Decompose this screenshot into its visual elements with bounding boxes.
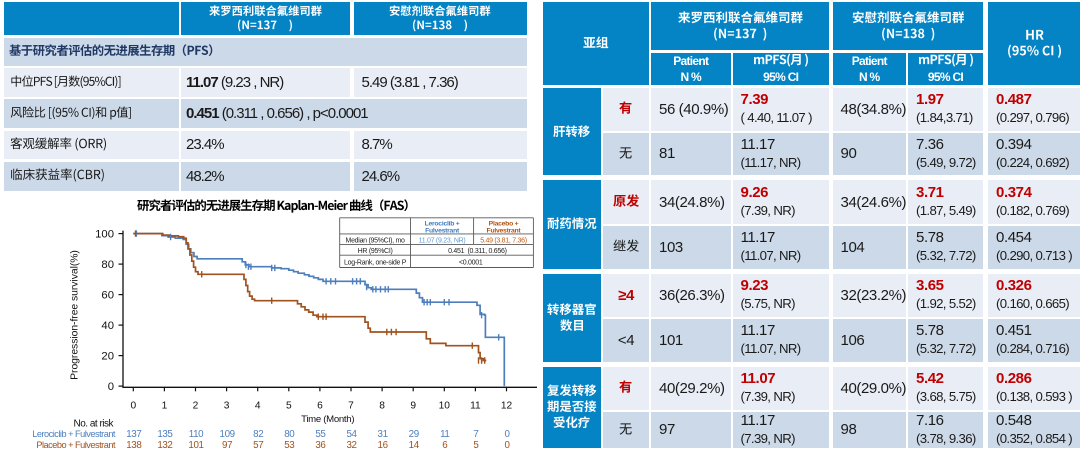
svg-text:4: 4 — [255, 400, 261, 411]
svg-text:<0.0001: <0.0001 — [459, 259, 483, 266]
svg-text:14: 14 — [409, 440, 420, 451]
svg-text:40: 40 — [101, 320, 114, 332]
svg-text:53: 53 — [284, 440, 295, 451]
svg-text:5.49 (3.81, 7.36): 5.49 (3.81, 7.36) — [480, 238, 527, 245]
svg-text:97: 97 — [222, 440, 232, 451]
svg-text:0: 0 — [504, 440, 510, 451]
svg-text:HR (95%CI): HR (95%CI) — [358, 248, 393, 255]
svg-text:Fulvestrant: Fulvestrant — [487, 228, 522, 235]
svg-text:137: 137 — [126, 429, 141, 440]
svg-text:Log-Rank, one-side P: Log-Rank, one-side P — [344, 259, 407, 266]
svg-text:8: 8 — [379, 400, 385, 411]
svg-text:Placebo +: Placebo + — [489, 221, 519, 228]
svg-text:Fulvestrant: Fulvestrant — [425, 228, 460, 235]
svg-text:57: 57 — [253, 440, 263, 451]
svg-text:82: 82 — [253, 429, 263, 440]
svg-text:138: 138 — [126, 440, 142, 451]
svg-text:55: 55 — [315, 429, 326, 440]
svg-text:6: 6 — [442, 440, 448, 451]
svg-text:101: 101 — [188, 440, 203, 451]
svg-text:7: 7 — [348, 400, 354, 411]
svg-text:11.07 (9.23, NR): 11.07 (9.23, NR) — [419, 238, 466, 245]
svg-text:0.451 (0.311, 0.656): 0.451 (0.311, 0.656) — [448, 248, 506, 255]
svg-text:0: 0 — [130, 400, 136, 411]
svg-text:135: 135 — [157, 429, 173, 440]
svg-text:9: 9 — [410, 400, 416, 411]
svg-text:16: 16 — [378, 440, 389, 451]
svg-text:60: 60 — [101, 290, 114, 302]
svg-text:7: 7 — [473, 429, 478, 440]
svg-text:100: 100 — [95, 229, 114, 241]
svg-text:132: 132 — [157, 440, 172, 451]
svg-text:Lerociclib + Fulvestrant: Lerociclib + Fulvestrant — [32, 429, 116, 439]
svg-text:12: 12 — [501, 400, 513, 411]
svg-text:109: 109 — [220, 429, 235, 440]
svg-text:5: 5 — [473, 440, 479, 451]
svg-text:29: 29 — [409, 429, 419, 440]
svg-text:No. at risk: No. at risk — [74, 418, 115, 429]
svg-text:Progression-free survival(%): Progression-free survival(%) — [70, 250, 81, 380]
svg-text:36: 36 — [315, 440, 326, 451]
svg-text:2: 2 — [193, 400, 199, 411]
svg-text:20: 20 — [101, 351, 114, 363]
svg-text:54: 54 — [346, 429, 357, 440]
svg-text:32: 32 — [346, 440, 356, 451]
svg-text:0: 0 — [108, 381, 114, 393]
svg-text:110: 110 — [189, 429, 204, 440]
svg-text:Lerociclib +: Lerociclib + — [425, 221, 460, 228]
svg-text:11: 11 — [470, 400, 481, 411]
svg-text:Median (95%CI), mo: Median (95%CI), mo — [346, 238, 406, 245]
svg-text:Placebo + Fulvestrant: Placebo + Fulvestrant — [36, 440, 116, 450]
svg-text:5: 5 — [286, 400, 292, 411]
svg-text:Time (Month): Time (Month) — [301, 414, 354, 425]
svg-text:80: 80 — [101, 259, 114, 271]
svg-text:31: 31 — [378, 429, 388, 440]
svg-text:80: 80 — [284, 429, 295, 440]
svg-text:3: 3 — [224, 400, 230, 411]
svg-text:11: 11 — [440, 429, 449, 440]
svg-text:1: 1 — [162, 400, 168, 411]
svg-text:6: 6 — [317, 400, 323, 411]
svg-text:0: 0 — [504, 429, 510, 440]
svg-text:10: 10 — [439, 400, 451, 411]
